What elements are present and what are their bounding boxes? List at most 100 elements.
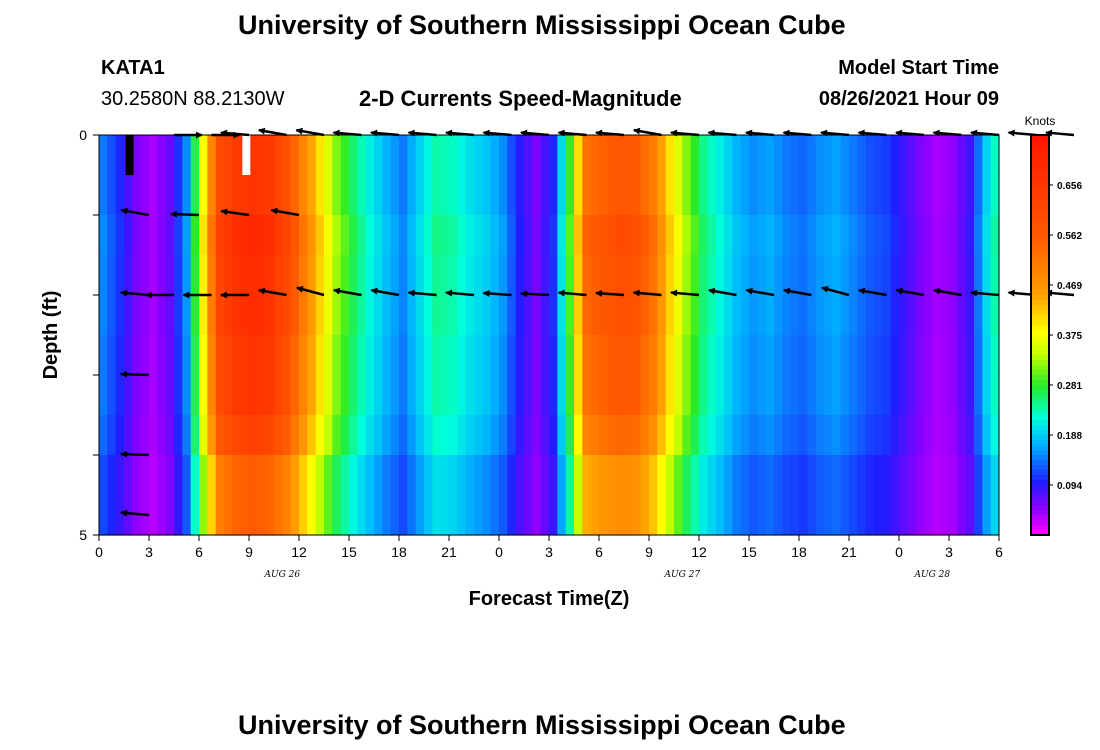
heatmap-cell	[899, 255, 908, 296]
heatmap-cell	[824, 295, 833, 336]
heatmap-cell	[790, 255, 800, 296]
colorbar-label: 0.188	[1057, 431, 1082, 442]
heatmap-cell	[224, 175, 233, 216]
heatmap-cell	[774, 455, 783, 496]
heatmap-cell	[882, 295, 892, 336]
heatmap-cell	[449, 415, 458, 456]
current-vector	[257, 127, 287, 137]
heatmap-cell	[974, 215, 983, 256]
heatmap-cell	[982, 415, 992, 456]
heatmap-cell	[874, 175, 883, 216]
heatmap-cell	[690, 215, 700, 256]
colorbar-swatch	[1031, 480, 1049, 486]
heatmap-cell	[799, 135, 808, 176]
heatmap-cell	[174, 375, 183, 416]
heatmap-cell	[524, 495, 533, 536]
heatmap-cell	[665, 415, 675, 456]
heatmap-cell	[424, 295, 433, 336]
heatmap-cell	[765, 215, 775, 256]
heatmap-cell	[924, 255, 933, 296]
heatmap-cell	[340, 175, 350, 216]
heatmap-cell	[407, 175, 417, 216]
heatmap-cell	[765, 495, 775, 536]
heatmap-cell	[949, 415, 958, 456]
heatmap-cell	[515, 255, 525, 296]
heatmap-cell	[940, 335, 950, 376]
current-vector	[1044, 129, 1075, 137]
heatmap-cell	[207, 335, 217, 376]
heatmap-cell	[590, 335, 600, 376]
heatmap-cell	[424, 335, 433, 376]
heatmap-cell	[565, 495, 575, 536]
heatmap-cell	[749, 495, 758, 536]
heatmap-cell	[582, 335, 592, 376]
heatmap-cell	[824, 375, 833, 416]
heatmap-cell	[549, 295, 558, 336]
heatmap-cell	[332, 255, 342, 296]
heatmap-cell	[490, 135, 500, 176]
heatmap-cell	[307, 335, 317, 376]
heatmap-cell	[857, 495, 867, 536]
heatmap-cell	[124, 415, 133, 456]
heatmap-cell	[490, 215, 500, 256]
heatmap-cell	[590, 135, 600, 176]
current-vector	[370, 287, 400, 297]
heatmap-cell	[465, 415, 475, 456]
heatmap-cell	[515, 415, 525, 456]
heatmap-cell	[315, 455, 325, 496]
heatmap-cell	[874, 255, 883, 296]
heatmap-cell	[749, 295, 758, 336]
heatmap-cell	[265, 335, 275, 376]
heatmap-cell	[557, 415, 567, 456]
heatmap-cell	[815, 335, 825, 376]
heatmap-cell	[165, 335, 175, 376]
heatmap-cell	[640, 415, 650, 456]
heatmap-cell	[899, 135, 908, 176]
heatmap-cell	[415, 295, 425, 336]
colorbar-swatch	[1031, 490, 1049, 496]
heatmap-cell	[774, 175, 783, 216]
current-vector	[119, 509, 150, 517]
heatmap-cell	[732, 135, 742, 176]
colorbar-swatch	[1031, 470, 1049, 476]
heatmap-cell	[307, 455, 317, 496]
heatmap-cell	[582, 415, 592, 456]
heatmap-cell	[524, 135, 533, 176]
heatmap-cell	[449, 135, 458, 176]
heatmap-cell	[199, 295, 208, 336]
colorbar-swatch	[1031, 445, 1049, 451]
heatmap-cell	[915, 375, 925, 416]
heatmap-cell	[657, 135, 667, 176]
colorbar-swatch	[1031, 240, 1049, 246]
heatmap-cell	[99, 375, 108, 416]
heatmap-cell	[857, 415, 867, 456]
heatmap-cell	[640, 375, 650, 416]
heatmap-cell	[915, 415, 925, 456]
heatmap-cell	[249, 175, 258, 216]
heatmap-cell	[465, 335, 475, 376]
heatmap-cell	[107, 455, 117, 496]
heatmap-cell	[782, 455, 792, 496]
heatmap-cell	[674, 215, 683, 256]
heatmap-cell	[924, 215, 933, 256]
heatmap-cell	[574, 415, 583, 456]
heatmap-cell	[682, 215, 692, 256]
heatmap-cell	[457, 135, 467, 176]
heatmap-cell	[665, 215, 675, 256]
heatmap-cell	[224, 375, 233, 416]
heatmap-cell	[815, 375, 825, 416]
heatmap-cell	[465, 495, 475, 536]
heatmap-cell	[440, 335, 450, 376]
heatmap-cell	[582, 175, 592, 216]
heatmap-cell	[165, 135, 175, 176]
heatmap-cell	[274, 415, 283, 456]
heatmap-cell	[190, 215, 200, 256]
colorbar-label: 0.281	[1057, 381, 1082, 392]
heatmap-cell	[182, 415, 192, 456]
heatmap-cell	[940, 255, 950, 296]
heatmap-cell	[190, 255, 200, 296]
heatmap-cell	[399, 375, 408, 416]
heatmap-cell	[457, 215, 467, 256]
heatmap-cell	[599, 495, 608, 536]
chart-title-bottom: University of Southern Mississippi Ocean…	[238, 710, 846, 740]
